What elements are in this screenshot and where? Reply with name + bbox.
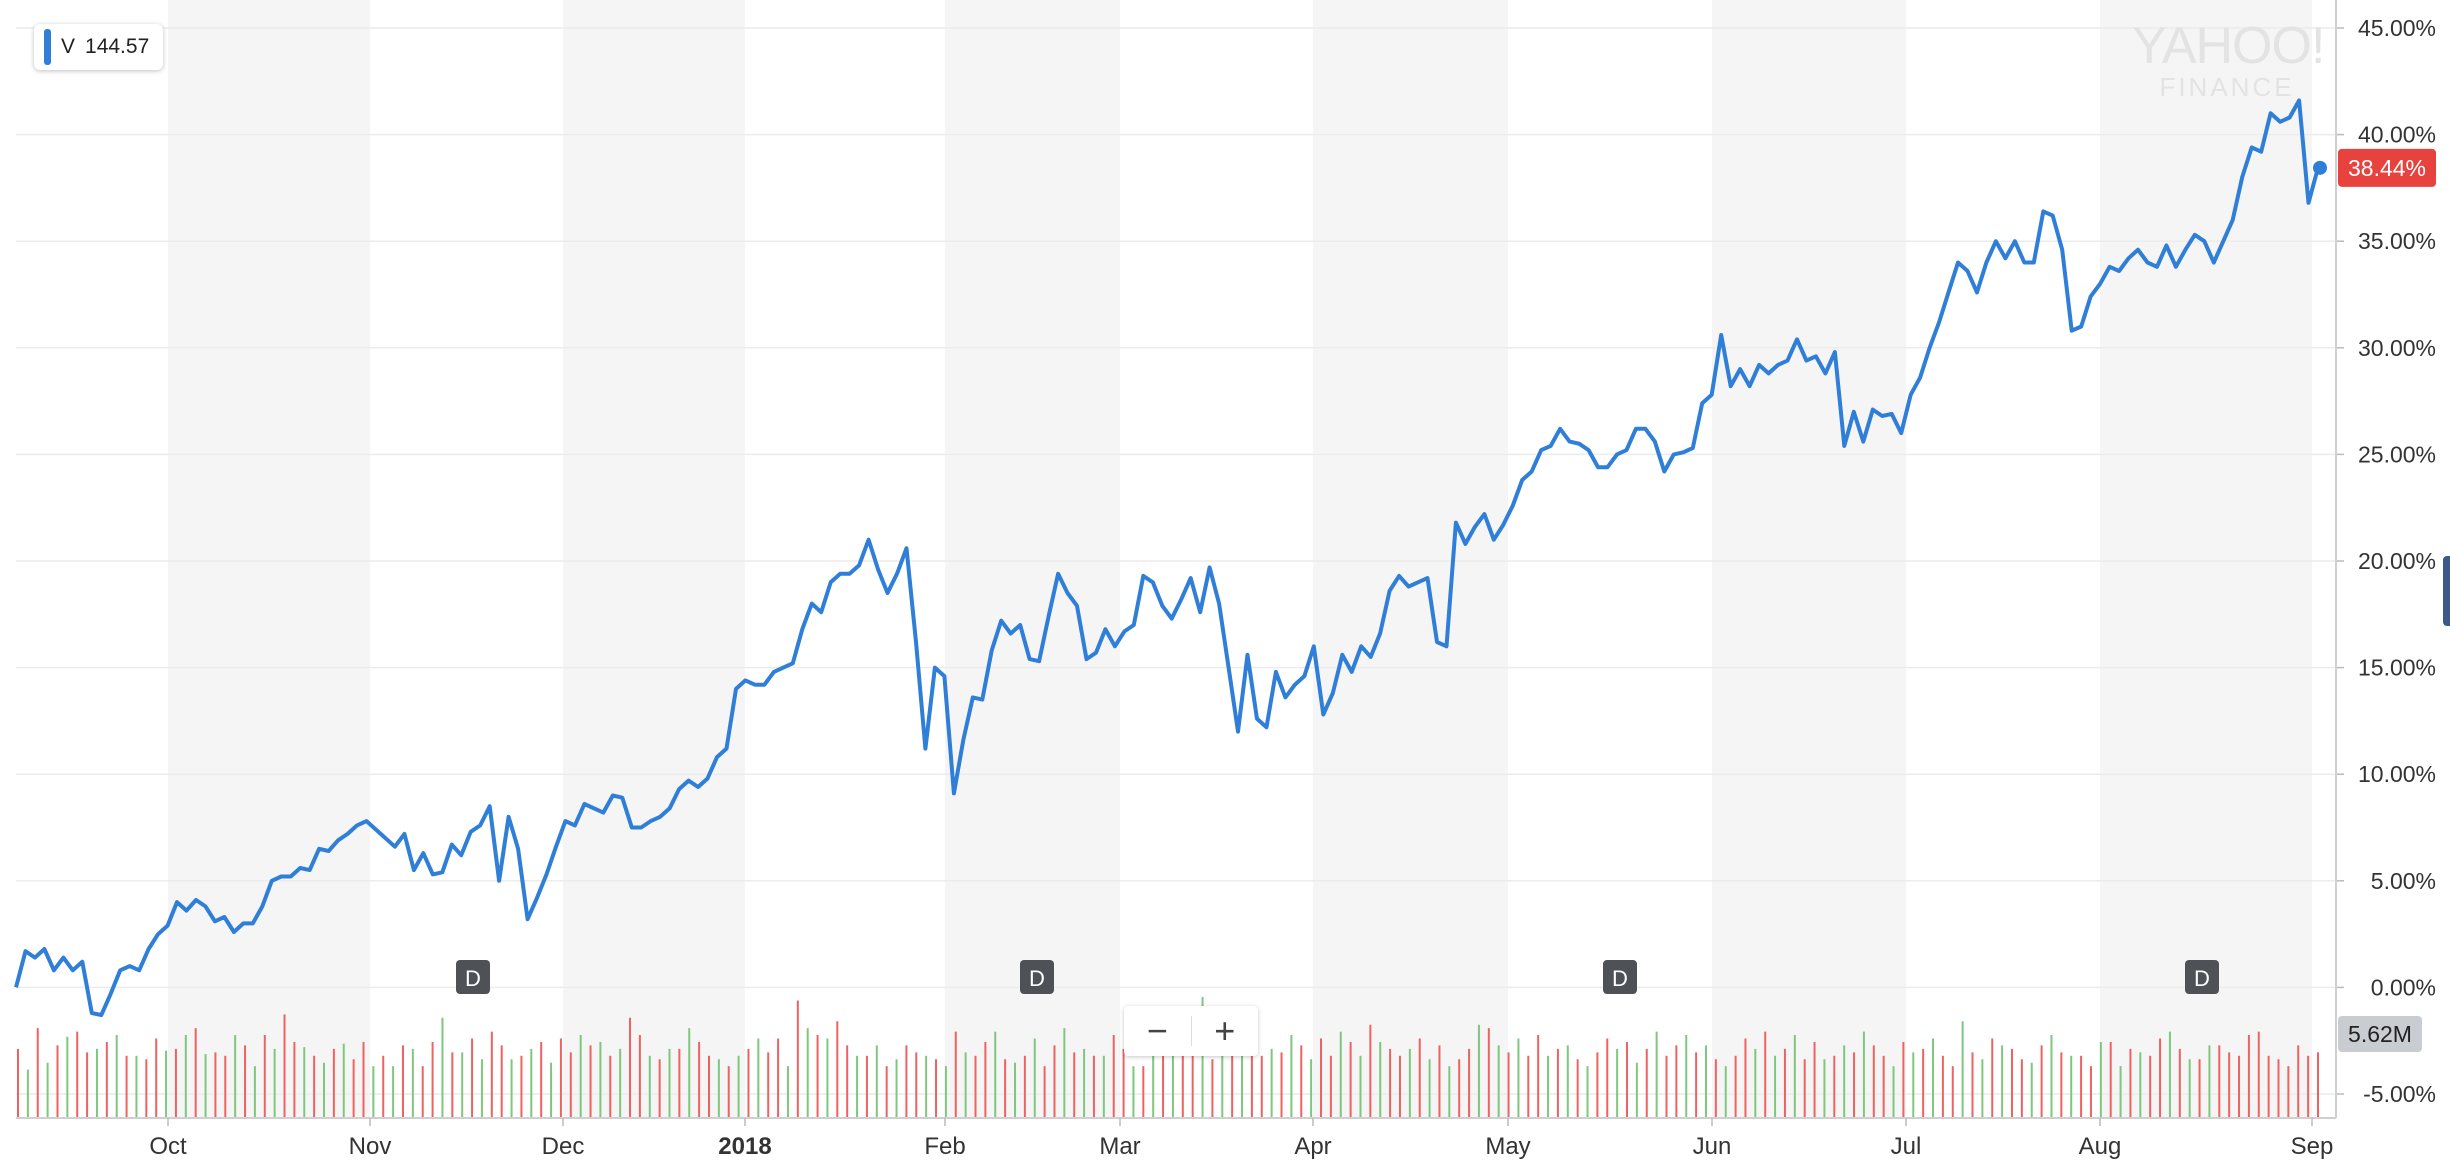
month-band [563, 0, 745, 1118]
last-change-label: 38.44% [2348, 155, 2426, 181]
y-tick-label: 30.00% [2358, 335, 2436, 361]
x-tick-label: Jul [1891, 1133, 1922, 1160]
logo-line-1: YAHOO! [2132, 17, 2325, 75]
dividend-marker-bg [2185, 960, 2219, 994]
x-tick-label: Nov [349, 1133, 392, 1160]
series-color-swatch [44, 29, 51, 65]
month-band [168, 0, 370, 1118]
y-tick-label: 0.00% [2371, 974, 2436, 1000]
dividend-marker-label: D [465, 966, 481, 991]
zoom-divider [1190, 1016, 1192, 1046]
month-band [1313, 0, 1508, 1118]
month-bands [168, 0, 2312, 1118]
zoom-controls: − + [1124, 1006, 1258, 1056]
x-tick-label: Aug [2079, 1133, 2122, 1160]
x-tick-label: Mar [1099, 1133, 1140, 1160]
month-band [1712, 0, 1906, 1118]
x-tick-label: May [1485, 1133, 1530, 1160]
month-band [945, 0, 1120, 1118]
series-line [14, 98, 2320, 1018]
y-tick-label: 45.00% [2358, 15, 2436, 41]
dividend-marker: D [456, 960, 490, 994]
dividend-marker: D [1603, 960, 1637, 994]
y-tick-label: -5.00% [2363, 1081, 2436, 1107]
y-tick-label: 20.00% [2358, 548, 2436, 574]
dividend-marker-bg [1603, 960, 1637, 994]
last-point-marker [2313, 160, 2327, 175]
y-tick-label: 10.00% [2358, 761, 2436, 787]
x-axis-ticks: Oct Nov Dec 2018 Feb Mar Apr May Jun Jul Aug Sep [149, 1118, 2333, 1160]
x-tick-label: Jun [1693, 1133, 1732, 1160]
yahoo-finance-logo: YAHOO! FINANCE [2132, 17, 2325, 102]
x-tick-label: Feb [924, 1133, 965, 1160]
legend-price: 144.57 [85, 35, 150, 58]
x-tick-label: Sep [2291, 1133, 2334, 1160]
side-panel-handle[interactable] [2443, 556, 2450, 626]
y-tick-label: 25.00% [2358, 441, 2436, 467]
dividend-marker-bg [456, 960, 490, 994]
month-band [2100, 0, 2312, 1118]
dividend-marker-label: D [2194, 966, 2210, 991]
zoom-in-button[interactable]: + [1214, 1010, 1236, 1051]
dividend-marker-label: D [1029, 966, 1045, 991]
logo-line-2: FINANCE [2159, 72, 2295, 102]
x-tick-label: 2018 [718, 1133, 771, 1160]
last-change-badge [2338, 148, 2436, 187]
last-volume-badge [2338, 1016, 2422, 1052]
dividend-marker-label: D [1612, 966, 1628, 991]
dividend-marker: D [2185, 960, 2219, 994]
y-tick-label: 35.00% [2358, 228, 2436, 254]
series-legend[interactable]: V 144.57 [34, 24, 164, 70]
y-tick-label: 40.00% [2358, 122, 2436, 148]
x-tick-label: Dec [542, 1133, 585, 1160]
dividend-marker-bg [1020, 960, 1054, 994]
legend-symbol: V [61, 35, 76, 58]
volume-bars [17, 997, 2319, 1118]
price-series [14, 98, 2327, 1018]
dividend-marker: D [1020, 960, 1054, 994]
last-volume-label: 5.62M [2348, 1021, 2412, 1047]
y-tick-label: 15.00% [2358, 655, 2436, 681]
last-value-badges: 38.44% 5.62M [2338, 148, 2436, 1052]
y-axis-ticks: 45.00% 40.00% 35.00% 30.00% 25.00% 20.00% 15.0… [16, 0, 2436, 1119]
x-tick-label: Apr [1294, 1133, 1331, 1160]
zoom-out-button[interactable]: − [1146, 1010, 1168, 1051]
y-tick-label: 5.00% [2371, 868, 2436, 894]
x-tick-label: Oct [149, 1133, 187, 1160]
